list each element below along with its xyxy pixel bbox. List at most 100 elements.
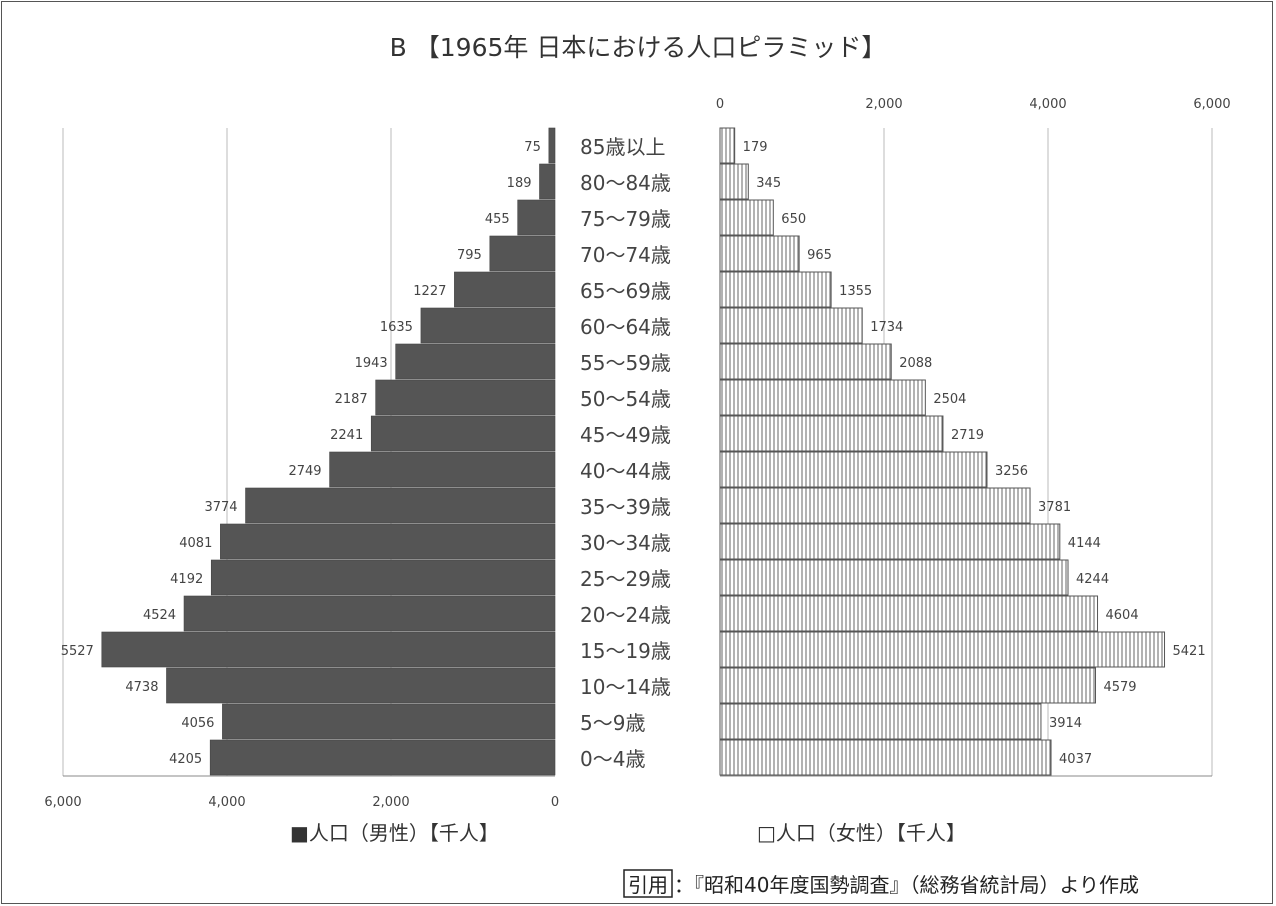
female-axis-tick: 6,000 [1193, 97, 1230, 112]
male-data-label: 1943 [355, 356, 388, 371]
male-data-label: 4205 [169, 752, 202, 767]
age-group-label: 65～69歳 [580, 279, 671, 303]
male-bar [489, 235, 556, 272]
female-bar [719, 163, 749, 200]
female-data-label: 4579 [1103, 680, 1136, 695]
female-data-label: 965 [807, 248, 832, 263]
legend-female: □人口（女性）【千人】 [757, 821, 966, 845]
male-data-label: 795 [457, 248, 482, 263]
female-data-label: 4604 [1106, 608, 1139, 623]
female-bar [719, 523, 1061, 560]
female-bar [719, 415, 944, 452]
male-data-label: 455 [485, 212, 510, 227]
chart-title: B 【1965年 日本における人口ピラミッド】 [390, 33, 887, 62]
male-data-label: 4056 [181, 716, 214, 731]
female-data-label: 4244 [1076, 572, 1109, 587]
male-bar [166, 667, 556, 704]
female-bar [719, 595, 1099, 632]
age-group-label: 5～9歳 [580, 711, 645, 735]
age-group-label: 55～59歳 [580, 351, 671, 375]
female-bar [719, 559, 1069, 596]
male-data-label: 2749 [288, 464, 321, 479]
female-data-label: 3781 [1038, 500, 1071, 515]
female-bar [719, 703, 1042, 740]
source-text: ：『昭和40年度国勢調査』（総務省統計局）より作成 [674, 873, 1139, 897]
male-bar [454, 271, 556, 308]
female-data-label: 1734 [870, 320, 903, 335]
male-data-label: 189 [507, 176, 532, 191]
male-bar [420, 307, 556, 344]
female-axis-tick: 0 [716, 97, 724, 112]
male-axis-tick: 0 [551, 795, 559, 810]
male-bar [183, 595, 556, 632]
age-group-label: 0～4歳 [580, 747, 645, 771]
age-group-label: 70～74歳 [580, 243, 671, 267]
age-group-label: 35～39歳 [580, 495, 671, 519]
age-group-label: 15～19歳 [580, 639, 671, 663]
male-data-label: 1227 [413, 284, 446, 299]
female-bar [719, 343, 892, 380]
female-data-label: 2504 [933, 392, 966, 407]
female-data-label: 1355 [839, 284, 872, 299]
male-bar [517, 199, 556, 236]
female-axis-tick: 4,000 [1029, 97, 1066, 112]
female-data-label: 345 [756, 176, 781, 191]
female-bar [719, 631, 1166, 668]
male-bar [329, 451, 556, 488]
male-bar [101, 631, 556, 668]
male-bar [395, 343, 556, 380]
age-group-label: 30～34歳 [580, 531, 671, 555]
bar-layer [101, 127, 1166, 776]
male-data-label: 4524 [143, 608, 176, 623]
female-axis-tick: 2,000 [865, 97, 902, 112]
male-data-label: 4081 [179, 536, 212, 551]
female-bar [719, 667, 1096, 704]
female-bar [719, 307, 863, 344]
female-bar [719, 199, 774, 236]
male-bar [370, 415, 556, 452]
female-data-label: 179 [743, 140, 768, 155]
age-group-label: 50～54歳 [580, 387, 671, 411]
age-group-label: 45～49歳 [580, 423, 671, 447]
age-group-label: 20～24歳 [580, 603, 671, 627]
female-data-label: 4144 [1068, 536, 1101, 551]
age-group-label: 75～79歳 [580, 207, 671, 231]
female-data-label: 650 [781, 212, 806, 227]
age-group-label: 85歳以上 [580, 135, 665, 159]
male-data-label: 2187 [335, 392, 368, 407]
male-bar [209, 739, 556, 776]
legend: ■人口（男性）【千人】 □人口（女性）【千人】 [290, 821, 966, 845]
male-bar [210, 559, 556, 596]
female-data-label: 4037 [1059, 752, 1092, 767]
male-bar [220, 523, 556, 560]
male-bar [539, 163, 556, 200]
male-data-label: 2241 [330, 428, 363, 443]
male-data-label: 1635 [380, 320, 413, 335]
age-group-label: 40～44歳 [580, 459, 671, 483]
male-bar [245, 487, 556, 524]
male-axis-tick: 6,000 [44, 795, 81, 810]
female-data-label: 2719 [951, 428, 984, 443]
age-group-label: 25～29歳 [580, 567, 671, 591]
female-bar [719, 487, 1031, 524]
female-bar [719, 379, 926, 416]
male-axis-tick: 2,000 [372, 795, 409, 810]
female-data-label: 2088 [899, 356, 932, 371]
male-bar [548, 127, 556, 164]
male-data-label: 5527 [61, 644, 94, 659]
male-bar [375, 379, 556, 416]
female-bar [719, 451, 988, 488]
male-data-label: 4192 [170, 572, 203, 587]
legend-male: ■人口（男性）【千人】 [290, 821, 499, 845]
source-label: 引用 [628, 873, 668, 897]
female-bar [719, 127, 736, 164]
age-group-label: 80～84歳 [580, 171, 671, 195]
female-data-label: 3914 [1049, 716, 1082, 731]
female-bar [719, 739, 1052, 776]
label-layer: 6,000 4,000 2,000 0 0 2,000 4,000 6,000 75 179 85歳… [44, 97, 1230, 810]
female-bar [719, 271, 832, 308]
male-data-label: 3774 [204, 500, 237, 515]
male-axis-tick: 4,000 [208, 795, 245, 810]
male-data-label: 75 [524, 140, 541, 155]
